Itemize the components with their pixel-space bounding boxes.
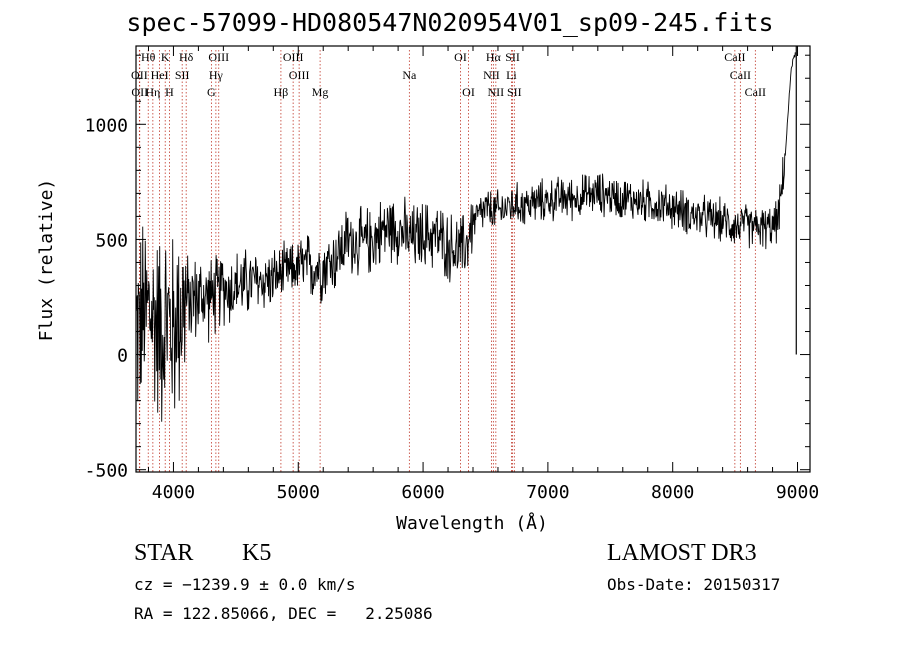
object-class: STAR (134, 540, 194, 566)
emission-line-label: Hβ (274, 85, 289, 99)
emission-line-label: OII (131, 68, 148, 82)
emission-line-label: G (207, 85, 216, 99)
emission-line-label: Hγ (209, 68, 224, 82)
x-tick-label: 7000 (526, 482, 569, 503)
emission-line-label: CaII (730, 68, 751, 82)
object-subclass: K5 (242, 540, 272, 566)
y-tick-label: 0 (117, 346, 128, 367)
x-tick-label: 4000 (152, 482, 195, 503)
emission-line-label: NII (488, 85, 505, 99)
obs-date: Obs-Date: 20150317 (607, 575, 781, 594)
chart-title: spec-57099-HD080547N020954V01_sp09-245.f… (126, 8, 774, 37)
emission-line-label: OI (454, 50, 467, 64)
emission-line-label: Li (506, 68, 517, 82)
emission-line-label: H (165, 85, 174, 99)
emission-line-label: Na (402, 68, 417, 82)
emission-line-label: OIII (208, 50, 229, 64)
redshift-readout: cz = −1239.9 ± 0.0 km/s (134, 575, 356, 594)
x-tick-label: 9000 (776, 482, 819, 503)
emission-line-label: SII (507, 85, 522, 99)
emission-line-label: CaII (745, 85, 766, 99)
emission-line-label: OIII (283, 50, 304, 64)
emission-line-label: Mg (312, 85, 329, 99)
emission-line-label: Hθ (141, 50, 156, 64)
emission-line-label: NII (483, 68, 500, 82)
emission-line-label: CaII (724, 50, 745, 64)
x-axis-label: Wavelength (Å) (396, 512, 548, 534)
x-tick-label: 6000 (401, 482, 444, 503)
emission-line-label: HeI (151, 68, 169, 82)
x-tick-label: 5000 (277, 482, 320, 503)
x-tick-label: 8000 (651, 482, 694, 503)
axes-layer: 4000 5000 6000 7000 8000 9000 -500 0 500 1000 (85, 45, 819, 503)
emission-line-label: OIII (289, 68, 310, 82)
survey-name: LAMOST DR3 (607, 540, 757, 566)
emission-line-label: Hα (486, 50, 502, 64)
emission-line-label: Hη (145, 85, 160, 99)
emission-line-label: OI (462, 85, 475, 99)
emission-line-label: SII (175, 68, 190, 82)
spectrum-line (135, 52, 796, 422)
y-tick-label: -500 (85, 461, 128, 482)
emission-line-label: K (161, 50, 170, 64)
y-tick-label: 1000 (85, 115, 128, 136)
emission-line-label: Hδ (179, 50, 194, 64)
emission-line-label: SII (505, 50, 520, 64)
y-axis-label: Flux (relative) (36, 179, 57, 342)
y-tick-label: 500 (95, 230, 128, 251)
series-layer (135, 46, 797, 422)
coordinates-readout: RA = 122.85066, DEC = 2.25086 (134, 604, 433, 623)
